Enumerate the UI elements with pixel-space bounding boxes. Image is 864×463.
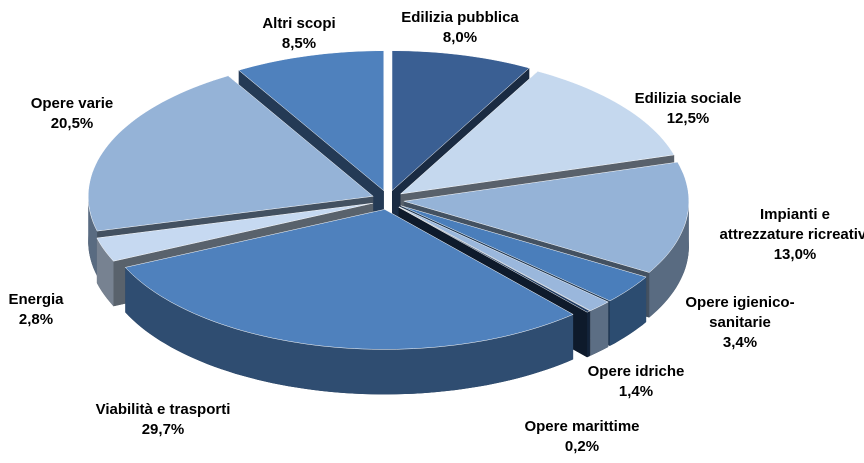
slice-top — [96, 202, 373, 262]
slice-top — [399, 206, 609, 311]
slice-side — [609, 277, 647, 346]
slice-label: Viabilità e trasporti — [96, 401, 231, 418]
value-label: 2,8% — [19, 311, 53, 328]
value-label: 12,5% — [667, 110, 710, 127]
value-label: 1,4% — [619, 383, 653, 400]
slice-label: Opere varie — [31, 95, 114, 112]
label-line: Opere igienico- — [685, 294, 794, 311]
slice-label: Energia — [8, 291, 64, 308]
value-label: 20,5% — [51, 115, 94, 132]
slice-side — [96, 238, 114, 307]
value-label: 8,0% — [443, 29, 477, 46]
slice-label: Opere igienico-sanitarie — [685, 294, 794, 331]
slice-side — [88, 196, 98, 277]
value-label: 29,7% — [142, 421, 185, 438]
label-line: Impianti e — [760, 206, 830, 223]
slice-label: Opere marittime — [524, 418, 639, 435]
slice-side — [590, 302, 609, 356]
slice — [124, 209, 574, 395]
value-label: 8,5% — [282, 35, 316, 52]
slice-top — [124, 209, 574, 350]
slice-top — [398, 206, 591, 313]
label-line: Energia — [8, 291, 64, 308]
label-line: Edilizia pubblica — [401, 9, 519, 26]
slice-label: Opere idriche — [588, 363, 685, 380]
value-label: 0,2% — [565, 438, 599, 455]
slice-side — [587, 311, 590, 358]
label-line: Edilizia sociale — [635, 90, 742, 107]
slice-label: Altri scopi — [262, 15, 335, 32]
label-line: attrezzature ricreative — [715, 226, 864, 243]
slice-top — [399, 71, 675, 195]
label-line: Opere idriche — [588, 363, 685, 380]
slice-label: Impianti e attrezzature ricreative — [715, 206, 864, 243]
slice-side — [125, 267, 574, 395]
label-line: Opere marittime — [524, 418, 639, 435]
label-line: Viabilità e trasporti — [96, 401, 231, 418]
slice-top — [391, 50, 530, 192]
label-line: sanitarie — [709, 314, 771, 331]
slice-top — [238, 50, 385, 192]
slice-top — [403, 161, 690, 273]
slice-label: Edilizia pubblica — [401, 9, 519, 26]
slice-top — [400, 205, 647, 302]
value-label: 3,4% — [723, 334, 757, 351]
value-label: 13,0% — [774, 246, 817, 263]
slice-label: Edilizia sociale — [635, 90, 742, 107]
label-line: Opere varie — [31, 95, 114, 112]
label-line: Altri scopi — [262, 15, 335, 32]
slice-top — [87, 75, 374, 232]
slice-side — [649, 201, 689, 318]
